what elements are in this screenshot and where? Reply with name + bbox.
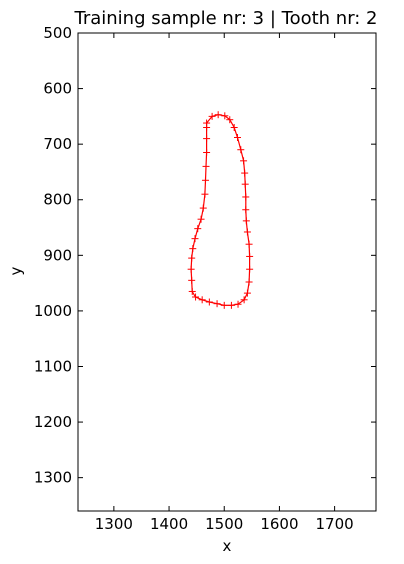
- y-tick-label: 800: [43, 191, 72, 209]
- x-tick-label: 1700: [316, 515, 354, 533]
- data-point-marker: [245, 278, 253, 286]
- data-point-marker: [203, 149, 211, 156]
- x-axis-label: x: [223, 537, 232, 555]
- data-point-marker: [246, 252, 254, 260]
- data-point-marker: [202, 162, 210, 170]
- data-point-marker: [226, 116, 234, 124]
- data-point-marker: [201, 176, 209, 184]
- data-point-marker: [213, 300, 221, 308]
- data-point-marker: [201, 190, 209, 198]
- y-tick-label: 1300: [34, 469, 72, 487]
- data-point-marker: [199, 204, 207, 212]
- y-tick-label: 1200: [34, 413, 72, 431]
- data-point-marker: [237, 146, 245, 154]
- data-point-marker: [191, 235, 199, 243]
- data-point-marker: [208, 112, 216, 120]
- data-point-marker: [243, 289, 251, 297]
- data-point-marker: [245, 240, 253, 248]
- data-point-marker: [233, 133, 241, 141]
- data-point-marker: [188, 287, 196, 295]
- x-tick-label: 1500: [205, 515, 243, 533]
- data-point-marker: [241, 169, 249, 177]
- data-point-marker: [188, 276, 196, 284]
- y-tick-label: 600: [43, 80, 72, 98]
- x-tick-label: 1600: [260, 515, 298, 533]
- data-point-marker: [203, 135, 211, 143]
- y-tick-label: 700: [43, 135, 72, 153]
- y-tick-label: 900: [43, 246, 72, 264]
- data-point-marker: [240, 296, 248, 304]
- y-tick-label: 1100: [34, 357, 72, 375]
- y-tick-label: 1000: [34, 302, 72, 320]
- plot-frame: [77, 32, 377, 512]
- data-point-marker: [214, 111, 222, 119]
- data-point-marker: [242, 217, 250, 225]
- data-point-marker: [197, 215, 205, 223]
- data-point-marker: [220, 301, 228, 309]
- data-point-marker: [192, 293, 200, 301]
- axis-ticks: 1300 1400 1500 1600 1700 500 600 700 800 900 1000 1…: [34, 24, 376, 533]
- data-point-marker: [203, 123, 211, 131]
- data-point-marker: [241, 180, 249, 188]
- data-point-marker: [240, 157, 248, 165]
- data-point-marker: [227, 301, 235, 309]
- y-axis-label: y: [7, 266, 25, 275]
- data-point-marker: [234, 300, 242, 308]
- data-point-marker: [230, 123, 238, 131]
- data-point-marker: [221, 112, 229, 120]
- x-tick-label: 1300: [95, 515, 133, 533]
- data-point-marker: [242, 206, 250, 214]
- data-point-marker: [246, 265, 254, 273]
- chart-title: Training sample nr: 3 | Tooth nr: 2: [73, 8, 377, 29]
- data-point-marker: [188, 254, 196, 262]
- data-point-marker: [187, 265, 195, 273]
- x-tick-label: 1400: [150, 515, 188, 533]
- data-point-marker: [198, 296, 206, 304]
- y-tick-label: 500: [43, 24, 72, 42]
- data-point-marker: [242, 193, 250, 201]
- data-point-marker: [205, 298, 213, 306]
- plot-area: [187, 111, 254, 309]
- data-point-marker: [189, 245, 197, 253]
- data-point-marker: [194, 225, 202, 233]
- data-point-marker: [243, 228, 251, 236]
